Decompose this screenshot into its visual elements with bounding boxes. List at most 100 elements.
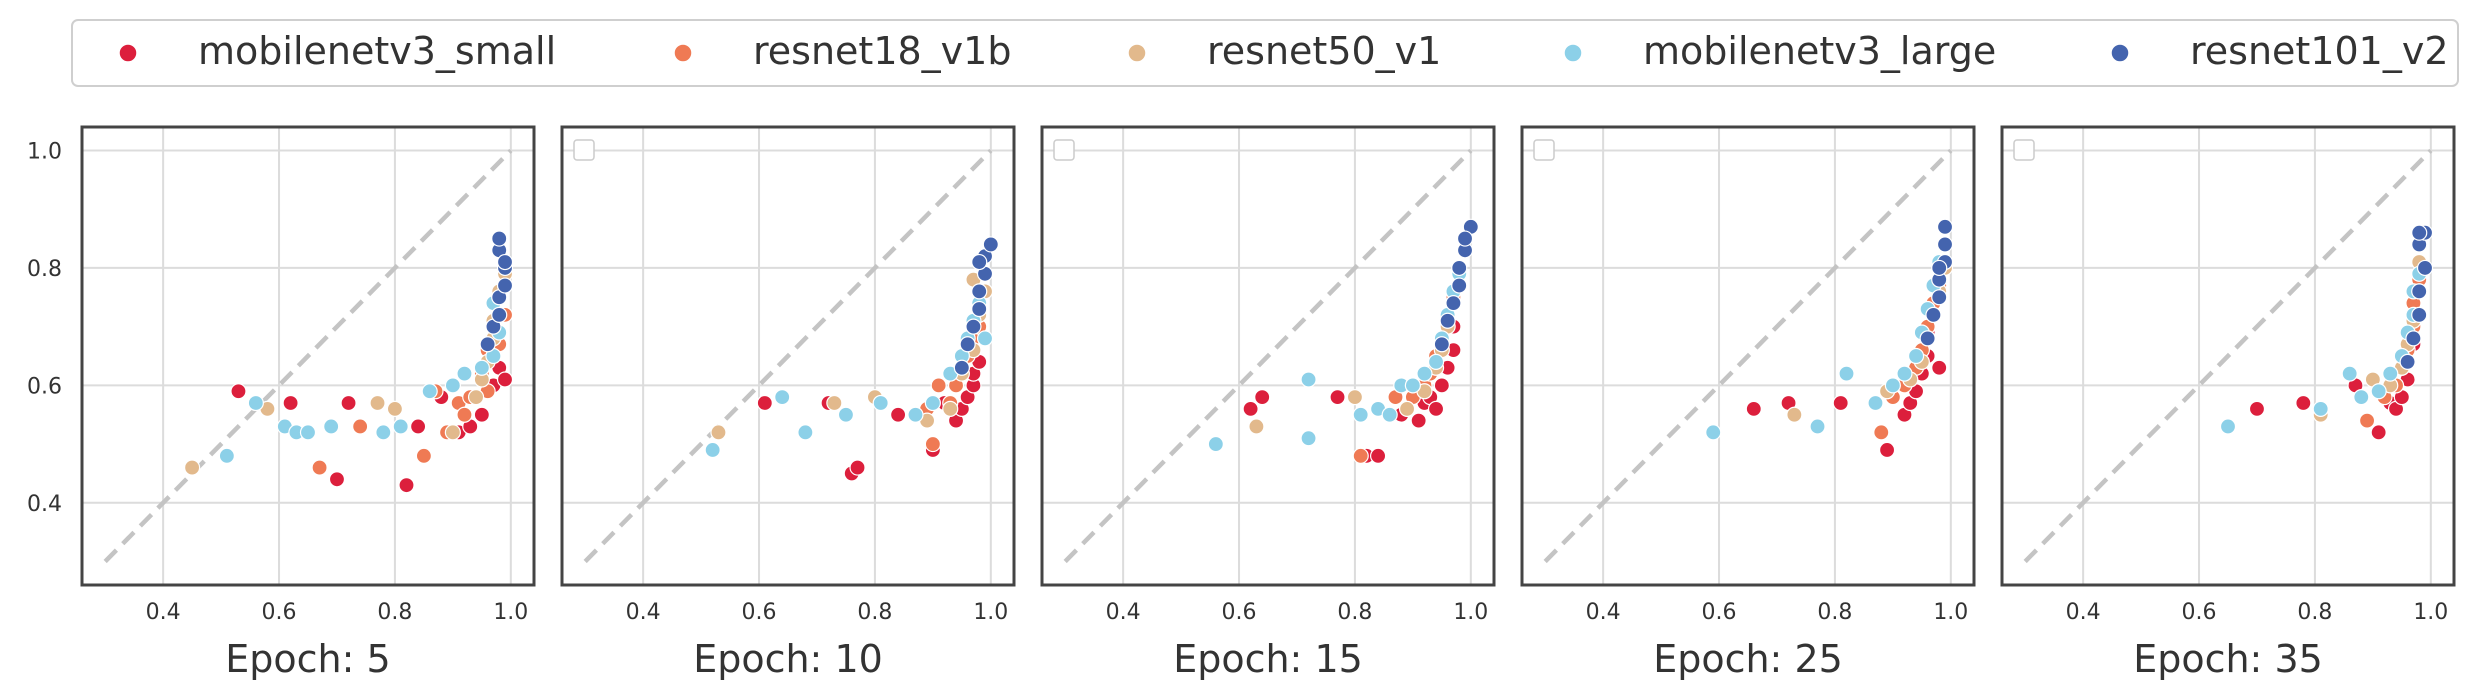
diagonal-reference-line [103,148,513,564]
data-point-resnet50_v1-2 [369,394,386,412]
data-point-resnet18_v1b-1 [930,377,947,394]
panel-title: Epoch: 15 [1173,637,1363,681]
data-point-mobilenetv3_large-3 [1867,394,1884,412]
data-point-mobilenetv3_small-14 [496,371,514,388]
panel-frame [80,125,536,587]
data-point-resnet101_v2-0 [2399,353,2416,370]
scatter-panels: 0.4 0.6 0.8 1.0 0.4 0.6 0.8 1.0 Epoch: 5 0.4 0.6 0.… [27,125,2456,681]
x-tick-label: 1.0 [1933,600,1968,625]
data-point-mobilenetv3_large-0 [218,447,235,464]
data-point-mobilenetv3_small-2 [328,471,346,488]
data-point-mobilenetv3_large-1 [2312,400,2329,417]
data-point-mobilenetv3_large-5 [907,406,924,423]
x-tick-label: 1.0 [493,600,528,625]
empty-legend-box [1533,139,1555,161]
data-point-resnet50_v1-4 [942,400,959,417]
panel-title: Epoch: 10 [693,637,883,681]
data-point-resnet101_v2-1 [959,336,976,353]
x-tick-label: 0.6 [742,600,777,625]
legend: mobilenetv3_small resnet18_v1b resnet50_v1… [71,19,2459,87]
x-tick-label: 0.6 [262,600,297,625]
data-point-mobilenetv3_small-9 [473,406,490,423]
data-point-mobilenetv3_large-1 [1809,418,1826,435]
legend-frame [71,19,2459,87]
series-resnet101_v2 [2399,224,2434,370]
x-tick-label: 0.6 [1702,600,1737,625]
y-tick-label: 0.4 [27,492,62,517]
data-point-resnet101_v2-7 [982,236,999,253]
data-point-mobilenetv3_large-5 [323,418,340,435]
series-resnet101_v2 [479,230,514,353]
y-tick-label: 0.8 [27,257,62,282]
data-point-mobilenetv3_large-8 [421,383,438,400]
data-point-resnet18_v1b-8 [924,435,941,453]
data-point-mobilenetv3_large-9 [1427,353,1445,370]
data-point-resnet101_v2-3 [971,300,988,318]
x-tick-label: 0.6 [2182,600,2217,625]
panel-frame [560,125,1016,587]
data-point-resnet50_v1-4 [444,424,461,441]
data-point-mobilenetv3_large-0 [1207,435,1224,453]
data-point-resnet18_v1b-0 [1873,424,1890,441]
legend-label-resnet50_v1: resnet50_v1 [1207,29,1441,73]
panel-1: 0.4 0.6 0.8 1.0 0.4 0.6 0.8 1.0 Epoch: 5 [27,125,536,681]
panel-title: Epoch: 5 [225,637,390,681]
diagonal-reference-line [2023,148,2433,564]
data-point-resnet50_v1-0 [184,459,201,476]
data-point-mobilenetv3_small-4 [890,406,907,423]
series-mobilenetv3_small [2248,336,2422,441]
legend-marker-resnet101_v2 [2110,43,2130,63]
data-point-resnet101_v2-5 [1936,236,1954,253]
data-point-mobilenetv3_large-4 [2370,383,2387,400]
data-point-mobilenetv3_large-3 [2353,389,2370,406]
data-point-resnet101_v2-1 [1439,312,1456,329]
data-point-resnet50_v1-5 [467,389,485,406]
data-point-resnet101_v2-1 [2405,330,2422,347]
data-point-resnet101_v2-4 [971,283,988,300]
data-point-mobilenetv3_small-1 [2295,394,2312,412]
data-point-mobilenetv3_small-0 [1745,400,1762,417]
data-point-resnet101_v2-3 [2411,283,2428,300]
data-point-mobilenetv3_small-0 [2248,400,2266,417]
empty-legend-box [2013,139,2035,161]
data-point-mobilenetv3_large-3 [837,406,855,423]
x-tick-label: 1.0 [1453,600,1488,625]
x-tick-label: 0.4 [1106,600,1141,625]
data-point-resnet101_v2-2 [1445,295,1462,312]
series-mobilenetv3_large [1207,265,1468,453]
data-point-resnet101_v2-8 [971,253,988,271]
series-mobilenetv3_large [2219,265,2428,435]
data-point-mobilenetv3_small-2 [1329,389,1346,406]
data-point-mobilenetv3_small-0 [230,383,247,400]
data-point-resnet18_v1b-1 [352,418,369,435]
data-point-resnet18_v1b-6 [456,406,473,423]
data-point-resnet101_v2-6 [1936,218,1954,235]
data-point-mobilenetv3_small-3 [1878,441,1896,459]
panel-frame [1520,125,1976,587]
data-point-mobilenetv3_large-4 [1884,377,1901,394]
empty-legend-box [1053,139,1075,161]
data-point-mobilenetv3_large-8 [1416,365,1433,382]
legend-label-resnet101_v2: resnet101_v2 [2190,29,2449,73]
data-point-resnet101_v2-2 [1931,289,1948,306]
series-resnet101_v2 [953,236,999,376]
series-resnet101_v2 [1919,218,1954,347]
data-point-mobilenetv3_large-10 [456,365,473,382]
x-tick-label: 0.4 [1586,600,1621,625]
data-point-resnet101_v2-0 [953,359,970,376]
panel-5: 0.4 0.6 0.8 1.0 Epoch: 35 [2000,125,2456,681]
x-tick-label: 0.8 [2297,600,2332,625]
data-point-mobilenetv3_large-6 [375,424,392,441]
data-point-mobilenetv3_small-11 [1931,359,1948,376]
data-point-mobilenetv3_large-4 [299,424,317,441]
data-point-resnet50_v1-0 [1786,406,1803,423]
data-point-resnet101_v2-4 [2416,259,2434,277]
data-point-mobilenetv3_small-0 [756,394,773,412]
data-point-resnet101_v2-1 [1925,306,1942,323]
data-point-resnet101_v2-0 [479,336,496,353]
data-point-mobilenetv3_large-5 [1381,406,1398,423]
data-point-mobilenetv3_large-6 [924,394,941,412]
panel-frame [1040,125,1496,587]
empty-legend-box [573,139,595,161]
